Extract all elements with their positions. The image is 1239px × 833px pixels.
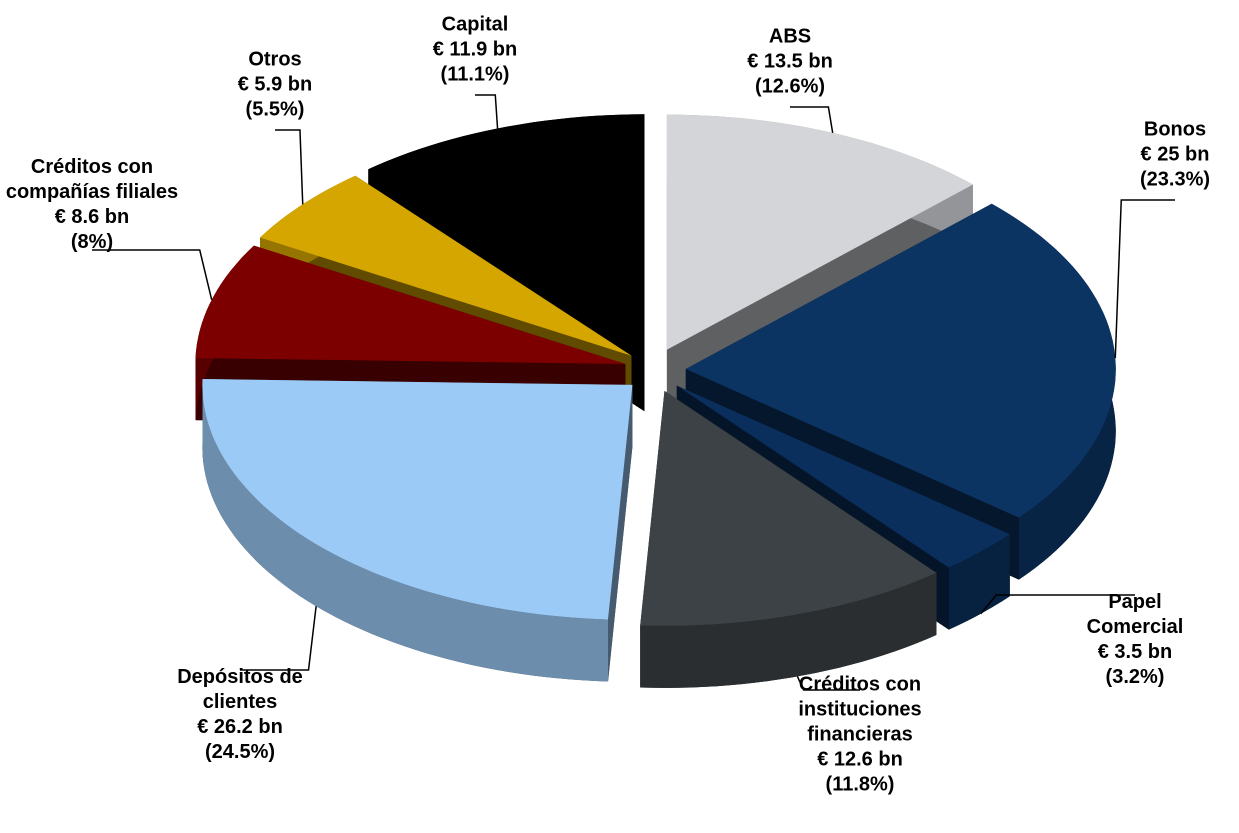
slice-label: Créditos con compañías filiales € 8.6 bn (… (0, 155, 187, 255)
slice-label: Otros € 5.9 bn (5.5%) (215, 48, 335, 123)
label-amount: € 3.5 bn (1097, 641, 1173, 663)
label-amount: € 11.9 bn (432, 38, 518, 61)
slice-side (202, 379, 608, 682)
label-percent: (12.6%) (754, 75, 826, 98)
label-amount: € 25 bn (1140, 143, 1210, 166)
label-amount: € 13.5 bn (747, 50, 833, 73)
slice (368, 114, 645, 350)
label-amount: € 26.2 bn (197, 716, 283, 738)
slice-label: Bonos € 25 bn (23.3%) (1110, 118, 1239, 193)
label-name: Créditos con instituciones financieras (798, 673, 922, 746)
label-name: Capital (441, 13, 509, 36)
slice-label: Capital € 11.9 bn (11.1%) (405, 13, 545, 88)
label-percent: (24.5%) (204, 741, 276, 763)
slice-side (948, 534, 1010, 630)
leader-line (475, 94, 499, 129)
slice (260, 175, 632, 356)
label-percent: (5.5%) (245, 98, 305, 121)
slice (195, 245, 626, 364)
slice (666, 114, 973, 350)
slice (676, 385, 1010, 568)
label-percent: (23.3%) (1139, 168, 1211, 191)
slice-side (640, 572, 937, 688)
slice (202, 379, 633, 620)
leader-line (980, 594, 1135, 615)
leader-line (92, 249, 213, 301)
label-name: Bonos (1143, 118, 1207, 141)
label-name: Otros (248, 48, 302, 71)
slice-label: Créditos con instituciones financieras € … (770, 673, 950, 798)
leader-line (790, 106, 834, 133)
slice-label: ABS € 13.5 bn (12.6%) (710, 25, 870, 100)
label-amount: € 12.6 bn (817, 748, 903, 771)
slice (640, 390, 937, 626)
label-percent: (11.1%) (440, 63, 510, 86)
label-amount: € 8.6 bn (54, 206, 130, 228)
leader-line (1114, 199, 1175, 358)
label-name: Créditos con compañías filiales (5, 156, 179, 203)
label-percent: (8%) (70, 231, 114, 253)
label-name: Depósitos de clientes (177, 666, 303, 713)
slice-edge (608, 384, 633, 682)
label-percent: (3.2%) (1105, 666, 1165, 688)
label-name: Papel Comercial (1086, 591, 1184, 638)
label-percent: (11.8%) (825, 773, 895, 796)
slice-label: Depósitos de clientes € 26.2 bn (24.5%) (145, 665, 335, 765)
slice-label: Papel Comercial € 3.5 bn (3.2%) (1070, 590, 1200, 690)
label-amount: € 5.9 bn (237, 73, 313, 96)
slice (685, 203, 1116, 518)
leader-line (240, 606, 317, 671)
label-name: ABS (768, 25, 812, 48)
leader-line (275, 129, 304, 205)
leader-line (796, 676, 860, 691)
